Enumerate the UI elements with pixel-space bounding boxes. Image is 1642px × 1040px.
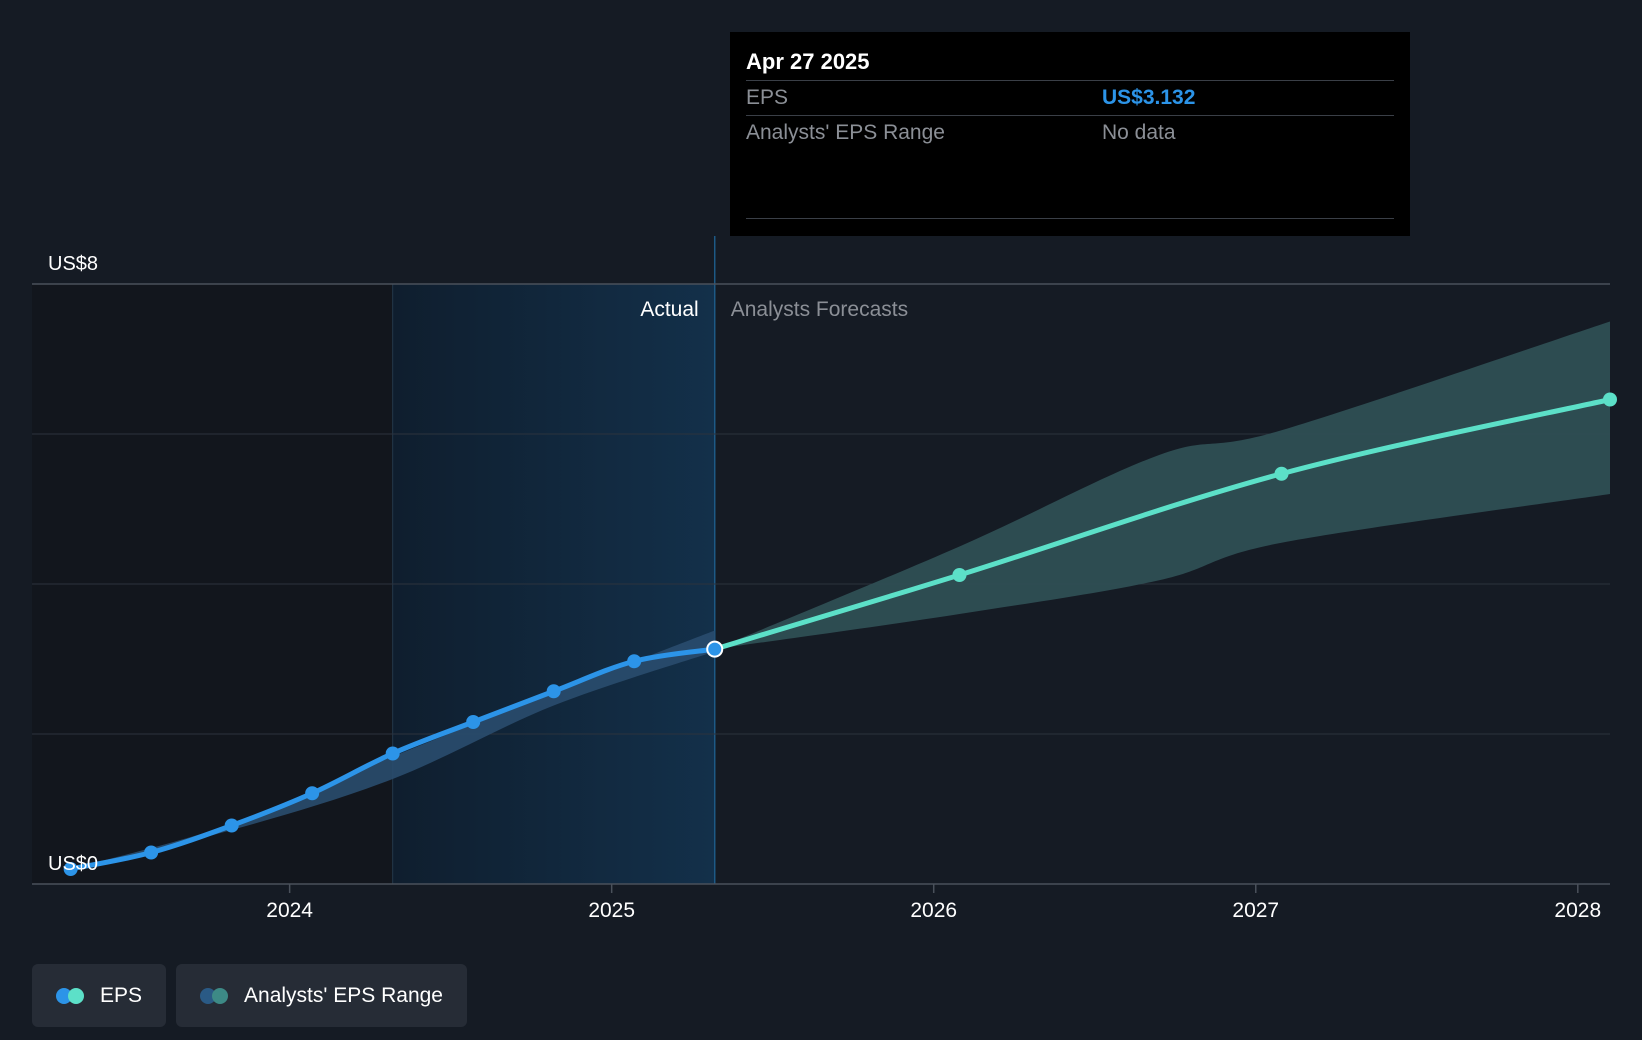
tooltip-date: Apr 27 2025 <box>746 49 870 74</box>
eps-actual-point <box>63 862 78 876</box>
eps-range-legend-icon <box>200 987 230 1004</box>
tooltip-divider <box>746 218 1394 219</box>
eps-forecast-point <box>1603 392 1617 407</box>
eps-forecast-line <box>712 397 1613 652</box>
legend-label-eps: EPS <box>100 983 143 1007</box>
x-tick-label: 2027 <box>1232 899 1279 922</box>
tooltip-range-value: No data <box>1102 121 1176 144</box>
eps-forecast-point <box>952 568 967 582</box>
eps-actual-point <box>144 845 159 860</box>
legend: EPS Analysts' EPS Range <box>32 964 467 1027</box>
tooltip-eps-value: US$3.132 <box>1102 86 1196 109</box>
y-tick-label: US$0 <box>48 853 98 875</box>
eps-actual-point <box>224 818 239 833</box>
eps-legend-icon <box>56 987 86 1004</box>
tooltip-range-label: Analysts' EPS Range <box>746 121 945 144</box>
legend-label-eps-range: Analysts' EPS Range <box>244 983 443 1007</box>
tooltip: Apr 27 2025 EPS US$3.132 Analysts' EPS R… <box>730 32 1410 236</box>
y-tick-label: US$8 <box>48 253 98 275</box>
x-tick-label: 2024 <box>266 899 313 922</box>
eps-forecast-point <box>1274 466 1289 481</box>
tooltip-row-range: Analysts' EPS Range No data <box>746 115 1394 150</box>
x-tick-label: 2028 <box>1554 899 1601 922</box>
legend-dot-forecast <box>212 987 229 1004</box>
eps-actual-point <box>466 715 481 729</box>
legend-item-eps-range[interactable]: Analysts' EPS Range <box>176 964 467 1027</box>
tooltip-row-eps: EPS US$3.132 <box>746 80 1394 115</box>
x-tick-label: 2025 <box>588 899 635 922</box>
tooltip-eps-label: EPS <box>746 86 789 109</box>
eps-actual-point <box>627 654 642 669</box>
eps-range-forecast-band <box>714 321 1610 650</box>
eps-hovered-point <box>706 640 724 658</box>
eps-actual-point <box>305 786 320 801</box>
forecast-region-label: Analysts Forecasts <box>731 298 908 321</box>
legend-dot-forecast <box>68 987 84 1004</box>
eps-actual-point <box>385 746 400 761</box>
x-tick-label: 2026 <box>910 899 957 922</box>
actual-region-label: Actual <box>640 298 698 321</box>
eps-actual-point <box>546 684 561 699</box>
legend-item-eps[interactable]: EPS <box>32 964 167 1027</box>
